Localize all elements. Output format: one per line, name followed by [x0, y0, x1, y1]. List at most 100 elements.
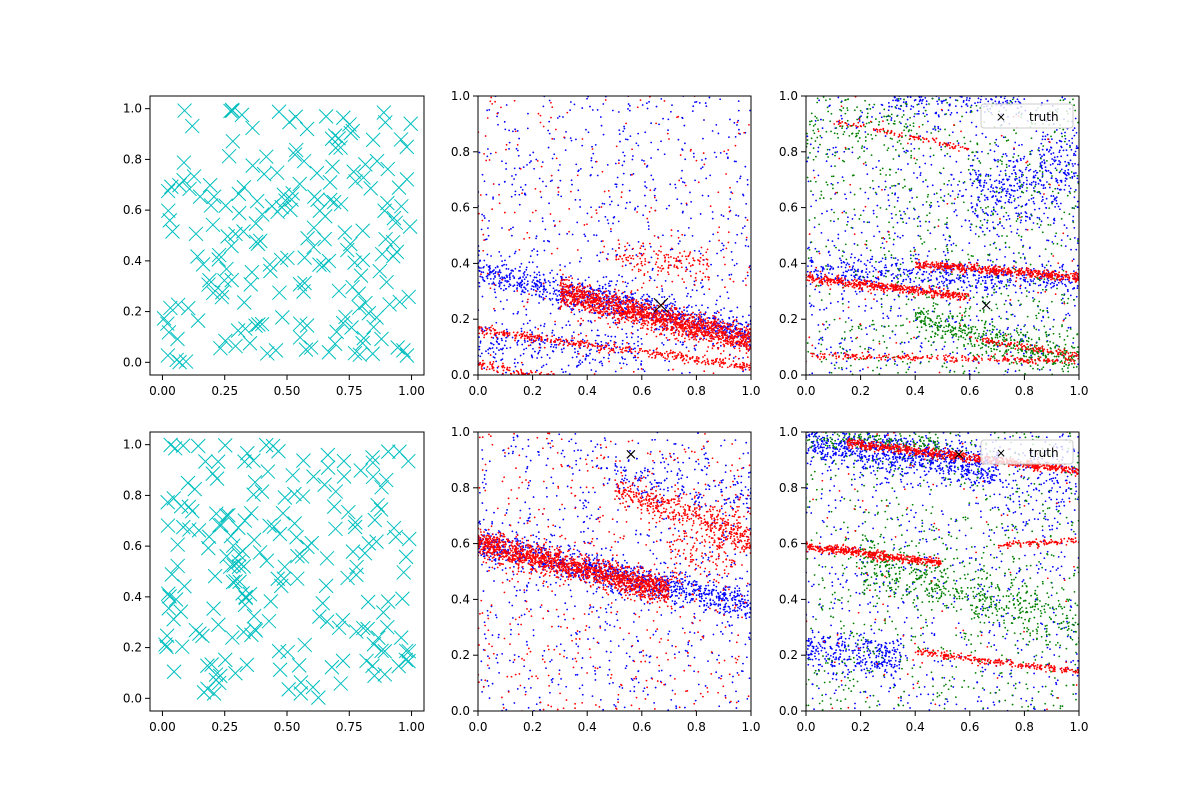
- data-point: [663, 153, 666, 156]
- data-point: [639, 269, 642, 272]
- data-point: [598, 307, 600, 310]
- data-point: [551, 157, 554, 160]
- data-point: [488, 109, 491, 111]
- data-point: [633, 208, 636, 211]
- data-point: [498, 331, 501, 334]
- data-point: [621, 257, 624, 260]
- data-point: [662, 322, 665, 325]
- data-point: [810, 205, 812, 208]
- data-point: [501, 227, 503, 229]
- data-point: [531, 335, 534, 338]
- data-point: [616, 326, 619, 329]
- data-point: [498, 202, 501, 205]
- data-point: [358, 295, 373, 311]
- data-point: [922, 203, 924, 206]
- data-point: [658, 312, 660, 314]
- data-point: [563, 283, 565, 286]
- data-point: [618, 247, 621, 250]
- data-point: [942, 234, 945, 236]
- data-point: [658, 321, 661, 324]
- data-point: [890, 305, 893, 308]
- data-point: [748, 314, 750, 317]
- data-point: [650, 301, 652, 304]
- data-point: [709, 174, 712, 177]
- data-point: [537, 377, 539, 379]
- y-tick-label: 0.2: [451, 312, 470, 326]
- data-point: [710, 340, 713, 342]
- data-point: [732, 321, 734, 324]
- data-point: [673, 334, 676, 337]
- data-point: [698, 250, 701, 252]
- data-point: [689, 295, 692, 298]
- data-point: [649, 300, 651, 303]
- data-point: [503, 284, 506, 287]
- data-point: [979, 336, 982, 339]
- data-point: [736, 306, 739, 309]
- y-tick-label: 1.0: [123, 102, 142, 116]
- data-point: [539, 335, 541, 338]
- x-tick-label: 1.00: [398, 384, 425, 398]
- data-point: [701, 194, 704, 197]
- data-point: [665, 350, 668, 353]
- data-point: [696, 334, 699, 337]
- data-point: [547, 129, 550, 132]
- data-point: [660, 354, 663, 357]
- data-point: [632, 348, 635, 351]
- data-point: [731, 325, 734, 328]
- y-tick-label: 0.6: [451, 201, 470, 215]
- data-point: [596, 350, 598, 353]
- data-point: [540, 356, 543, 359]
- data-point: [673, 358, 676, 361]
- data-point: [626, 242, 629, 245]
- data-point: [645, 319, 648, 322]
- data-point: [667, 267, 670, 270]
- data-point: [937, 205, 940, 208]
- data-point: [557, 378, 559, 380]
- data-point: [543, 249, 546, 252]
- data-point: [745, 236, 748, 239]
- data-point: [264, 198, 280, 214]
- data-point: [478, 151, 481, 154]
- data-point: [665, 253, 668, 256]
- data-point: [544, 281, 547, 284]
- data-point: [864, 310, 866, 312]
- data-point: [673, 264, 676, 267]
- data-point: [683, 181, 686, 184]
- data-point: [719, 352, 722, 355]
- data-point: [587, 294, 590, 297]
- data-point: [492, 343, 495, 346]
- data-point: [730, 310, 733, 312]
- data-point: [492, 327, 495, 330]
- data-point: [681, 233, 684, 236]
- data-point: [707, 265, 710, 268]
- data-point: [704, 361, 707, 364]
- data-point: [732, 316, 735, 318]
- data-point: [937, 127, 940, 130]
- data-point: [520, 361, 523, 364]
- data-point: [318, 109, 334, 124]
- data-point: [1064, 245, 1067, 248]
- data-point: [160, 203, 176, 219]
- data-point: [554, 289, 556, 292]
- data-point: [481, 295, 484, 298]
- data-point: [621, 265, 624, 268]
- data-point: [721, 359, 724, 362]
- data-point: [507, 369, 510, 372]
- data-point: [713, 318, 716, 321]
- data-point: [551, 179, 553, 182]
- data-point: [686, 268, 689, 271]
- data-point: [665, 207, 668, 210]
- data-point: [615, 323, 618, 326]
- data-point: [481, 381, 483, 383]
- data-point: [516, 361, 519, 364]
- data-point: [702, 338, 705, 341]
- data-point: [1065, 313, 1067, 316]
- data-point: [478, 270, 481, 272]
- data-point: [1040, 352, 1043, 355]
- data-point: [657, 266, 659, 268]
- data-point: [523, 348, 525, 351]
- data-point: [610, 280, 613, 283]
- data-point: [601, 202, 604, 205]
- data-point: [604, 283, 607, 286]
- data-point: [744, 216, 747, 219]
